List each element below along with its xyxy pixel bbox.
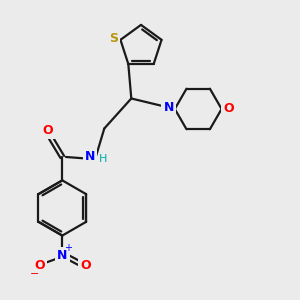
Text: O: O xyxy=(34,259,44,272)
Text: O: O xyxy=(80,259,91,272)
Text: +: + xyxy=(64,243,72,253)
Text: N: N xyxy=(85,151,95,164)
Text: S: S xyxy=(110,32,118,45)
Text: O: O xyxy=(42,124,52,137)
Text: −: − xyxy=(29,269,39,279)
Text: O: O xyxy=(223,103,233,116)
Text: H: H xyxy=(99,154,107,164)
Text: N: N xyxy=(57,249,68,262)
Text: N: N xyxy=(164,101,174,114)
